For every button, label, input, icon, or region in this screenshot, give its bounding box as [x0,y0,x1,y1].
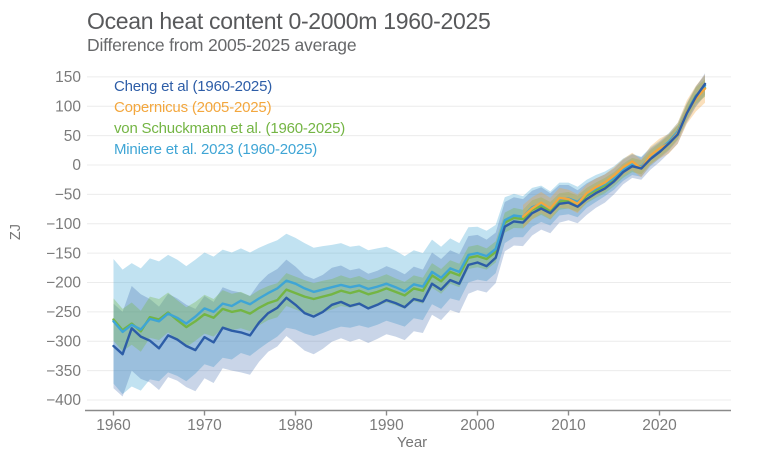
x-tick-label-2000: 2000 [460,417,495,434]
x-axis [85,409,731,416]
chart-legend: Cheng et al (1960-2025) Copernicus (2005-… [114,76,345,160]
y-tick-label--400: −400 [46,392,81,409]
y-tick-label--200: −200 [46,275,81,292]
uncertainty-bands [113,73,705,397]
y-tick-label--300: −300 [46,333,81,350]
x-axis-title: Year [396,434,428,451]
chart-title: Ocean heat content 0-2000m 1960-2025 [87,8,491,34]
vonschuckmann-band [113,79,705,352]
legend-item-cheng: Cheng et al (1960-2025) [114,78,273,95]
cheng-band [113,73,705,397]
cheng-line [112,82,707,356]
legend-item-copernicus: Copernicus (2005-2025) [114,99,272,116]
data-lines [112,82,707,356]
vonschuckmann-line [112,86,707,333]
y-tick-label--50: −50 [55,187,82,204]
y-tick-label--100: −100 [46,216,81,233]
copernicus-band [523,74,705,229]
x-tick-label-2020: 2020 [642,417,677,434]
y-tick-label--350: −350 [46,363,81,380]
y-tick-label--250: −250 [46,304,81,321]
legend-item-miniere: Miniere et al. 2023 (1960-2025) [114,141,318,158]
gridlines [87,76,731,401]
x-tick-label-1960: 1960 [96,417,131,434]
x-tick-label-1970: 1970 [187,417,222,434]
y-tick-label-0: 0 [72,157,81,174]
y-tick-label-150: 150 [55,69,81,86]
x-tick-label-2010: 2010 [551,417,586,434]
x-tick-label-1990: 1990 [369,417,404,434]
y-tick-label-50: 50 [64,128,82,145]
x-tick-labels: 1960 1970 1980 1990 2000 2010 2020 [96,417,677,434]
x-tick-label-1980: 1980 [278,417,313,434]
y-tick-labels: 150 100 50 0 −50 −100 −150 −200 −250 −300 −350 −400 [46,69,81,409]
y-axis-title: ZJ [8,223,24,241]
y-tick-label-100: 100 [55,99,81,116]
y-tick-label--150: −150 [46,245,81,262]
legend-item-vonschuckmann: von Schuckmann et al. (1960-2025) [114,120,346,137]
miniere-band [113,75,705,395]
chart-subtitle: Difference from 2005-2025 average [87,35,357,55]
